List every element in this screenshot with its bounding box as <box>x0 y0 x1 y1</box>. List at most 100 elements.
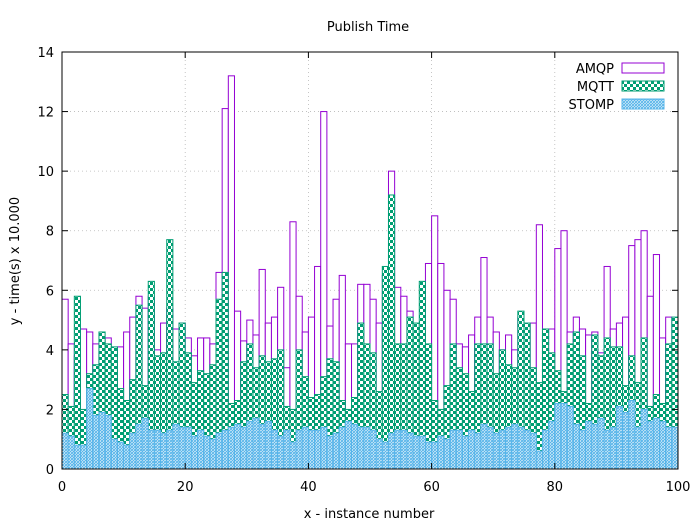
bar-stomp <box>129 432 137 470</box>
bar-stomp <box>449 429 457 470</box>
bar-stomp <box>375 438 383 470</box>
y-tick-label: 0 <box>46 463 54 478</box>
y-tick-label: 2 <box>46 403 54 418</box>
bar-stomp <box>86 388 94 470</box>
bar-stomp <box>412 435 420 470</box>
bar-stomp <box>615 405 624 470</box>
bar-stomp <box>357 426 365 470</box>
bar-stomp <box>505 426 513 470</box>
bar-stomp <box>443 438 451 470</box>
bar-stomp <box>92 414 100 470</box>
x-tick-label: 100 <box>666 480 691 495</box>
bar-stomp <box>123 444 131 470</box>
bar-stomp <box>110 438 118 470</box>
bar-stomp <box>246 420 254 470</box>
y-tick-label: 8 <box>46 225 54 240</box>
bar-stomp <box>554 402 562 470</box>
bar-stomp <box>431 441 439 470</box>
bar-stomp <box>184 426 192 470</box>
bar-stomp <box>541 429 550 470</box>
bar-stomp <box>215 432 223 470</box>
bar-stomp <box>400 429 408 470</box>
bar-stomp <box>424 441 433 470</box>
bar-stomp <box>474 432 482 470</box>
x-tick-label: 40 <box>300 480 317 495</box>
bar-stomp <box>535 450 543 470</box>
bar-stomp <box>190 435 199 470</box>
bar-stomp <box>61 432 69 470</box>
bar-stomp <box>585 420 593 470</box>
bar-stomp <box>461 435 470 470</box>
bar-stomp <box>153 429 162 470</box>
bar-stomp <box>326 435 334 470</box>
bar-stomp <box>178 426 186 470</box>
bar-stomp <box>314 429 322 470</box>
bar-stomp <box>492 432 500 470</box>
bar-stomp <box>387 432 396 470</box>
bar-stomp <box>517 426 525 470</box>
x-tick-label: 0 <box>58 480 66 495</box>
bar-stomp <box>603 429 611 470</box>
bar-stomp <box>406 432 414 470</box>
bar-stomp <box>160 432 168 470</box>
bar-stomp <box>511 423 519 470</box>
x-tick-label: 60 <box>423 480 440 495</box>
chart-title: Publish Time <box>327 20 409 35</box>
bar-stomp <box>233 423 242 470</box>
plot-frame <box>61 51 679 470</box>
bar-stomp <box>344 420 353 470</box>
bars-layer <box>61 75 679 470</box>
bar-stomp <box>351 423 359 470</box>
bar-stomp <box>73 444 81 470</box>
bar-stomp <box>338 426 346 470</box>
bar-stomp <box>227 426 235 470</box>
bar-stomp <box>104 414 112 470</box>
bar-stomp <box>671 426 679 470</box>
y-tick-label: 14 <box>37 46 54 61</box>
bar-stomp <box>523 429 531 470</box>
bar-stomp <box>264 420 272 470</box>
bar-stomp <box>640 408 648 470</box>
bar-stomp <box>203 435 211 470</box>
legend-item-stomp: STOMP <box>569 98 665 113</box>
bar-stomp <box>578 429 587 470</box>
legend-label: MQTT <box>577 80 614 95</box>
bar-stomp <box>591 423 599 470</box>
bar-stomp <box>147 429 155 470</box>
bar-stomp <box>480 423 488 470</box>
bar-stomp <box>172 423 180 470</box>
bar-mqtt <box>387 194 396 470</box>
ticks-layer: 0 2 4 6 8 10 12 14 0 20 40 60 80 100 <box>37 46 690 495</box>
legend-item-amqp: AMQP <box>576 62 665 77</box>
legend-swatch <box>621 98 665 110</box>
bar-stomp <box>498 429 507 470</box>
legend-label: STOMP <box>569 98 615 113</box>
bar-stomp <box>252 417 260 470</box>
bar-stomp <box>301 426 309 470</box>
bar-stomp <box>67 435 75 470</box>
bar-stomp <box>197 429 205 470</box>
bar-stomp <box>369 429 377 470</box>
legend-label: AMQP <box>576 62 614 77</box>
y-tick-label: 12 <box>37 106 54 121</box>
bar-stomp <box>455 429 463 470</box>
bar-stomp <box>468 429 476 470</box>
bar-stomp <box>289 441 297 470</box>
y-tick-label: 4 <box>46 344 54 359</box>
bar-stomp <box>166 429 174 470</box>
bar-stomp <box>98 411 106 470</box>
x-tick-label: 20 <box>177 480 194 495</box>
bar-stomp <box>529 432 537 470</box>
bar-stomp <box>258 423 266 470</box>
bar-stomp <box>665 426 673 470</box>
bar-stomp <box>634 426 642 470</box>
bar-stomp <box>659 420 667 470</box>
bar-stomp <box>277 435 285 470</box>
bar-stomp <box>609 426 617 470</box>
bar-stomp <box>283 429 291 470</box>
bar-stomp <box>418 435 426 470</box>
bar-stomp <box>240 426 248 470</box>
bar-stomp <box>394 429 402 470</box>
bar-stomp <box>560 402 568 470</box>
